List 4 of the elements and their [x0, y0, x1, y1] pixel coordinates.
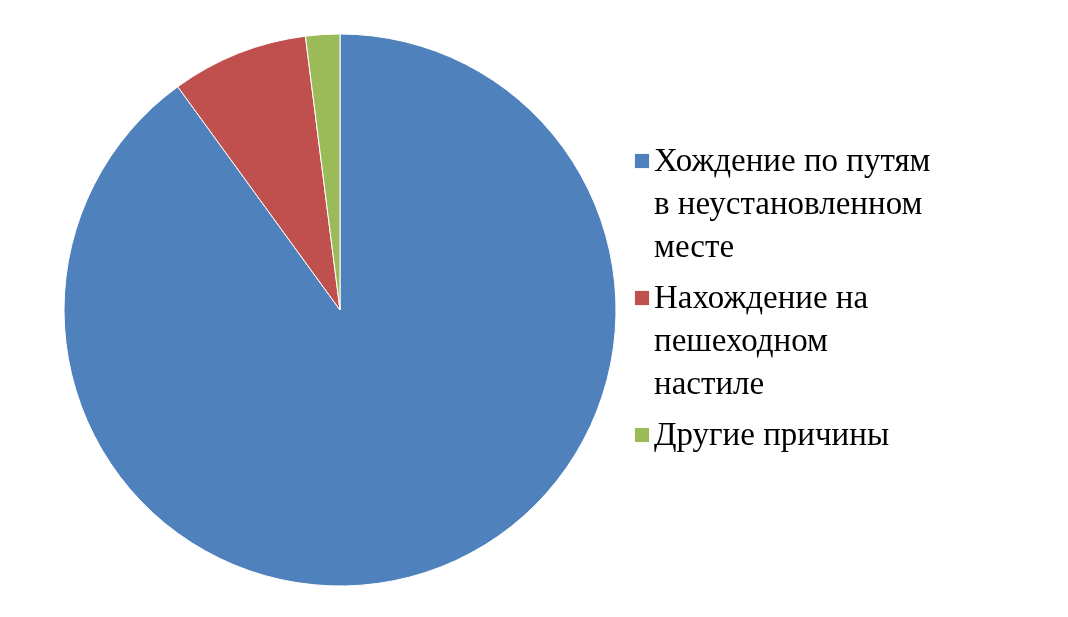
pie-slice — [63, 33, 617, 587]
legend-label: Хождение по путям в неустановленном месте — [654, 142, 931, 264]
legend-label: Другие причины — [654, 416, 890, 452]
legend-label: Нахождение на пешеходном настиле — [654, 279, 869, 401]
